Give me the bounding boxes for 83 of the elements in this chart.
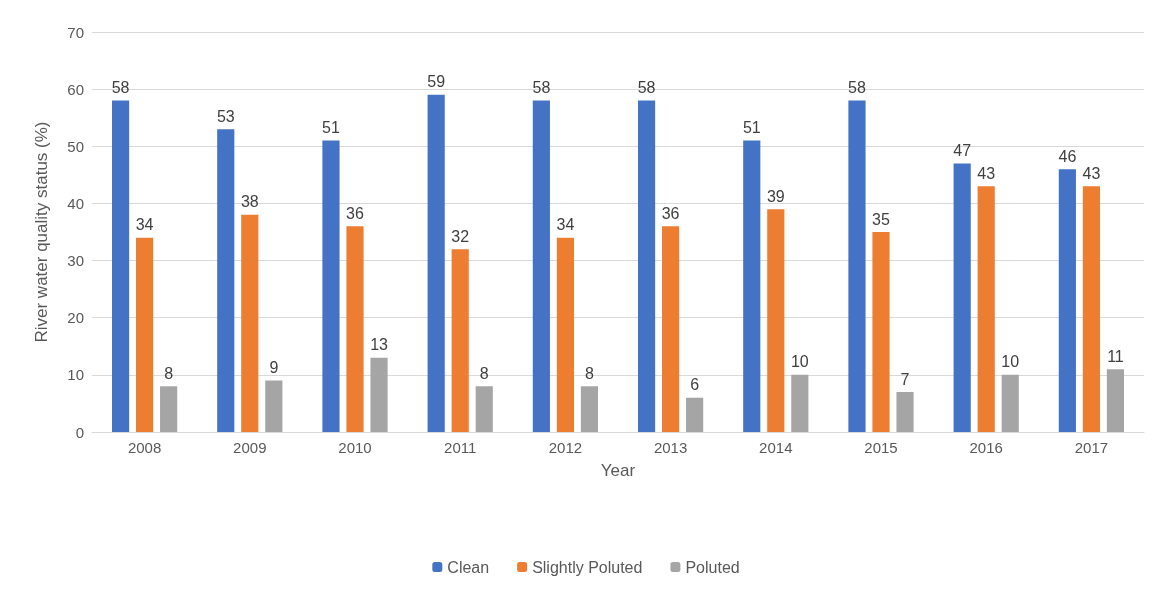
y-tick-label: 0 <box>75 423 84 441</box>
data-label: 13 <box>370 336 389 354</box>
x-tick-label: 2014 <box>759 439 793 456</box>
data-label: 36 <box>661 204 680 222</box>
bar <box>370 357 388 432</box>
x-tick-label: 2016 <box>969 439 1003 456</box>
legend-label: Poluted <box>685 558 740 576</box>
data-label: 11 <box>1107 347 1124 365</box>
bar <box>637 100 656 432</box>
x-axis-title: Year <box>600 461 636 480</box>
y-tick-label: 40 <box>67 194 84 212</box>
x-tick-label: 2015 <box>864 439 898 456</box>
data-label: 43 <box>1082 164 1101 182</box>
bar <box>896 392 914 432</box>
data-label: 58 <box>532 79 551 97</box>
bar <box>475 386 493 432</box>
data-label: 58 <box>637 79 656 97</box>
bar <box>427 94 445 432</box>
bar <box>556 237 574 432</box>
data-label: 43 <box>977 164 996 182</box>
bar <box>322 140 340 432</box>
bar <box>872 232 890 432</box>
bar <box>451 249 469 432</box>
x-tick-label: 2009 <box>233 439 267 456</box>
bar <box>1058 169 1076 432</box>
bar <box>217 129 235 432</box>
bar <box>580 386 599 432</box>
data-label: 39 <box>766 187 785 205</box>
data-label: 35 <box>872 210 890 228</box>
y-tick-label: 30 <box>67 252 84 270</box>
data-label: 32 <box>451 227 470 245</box>
data-label: 38 <box>240 193 259 211</box>
bar <box>241 214 259 432</box>
bar <box>532 100 550 432</box>
bar <box>1106 369 1125 432</box>
data-label: 36 <box>346 204 364 222</box>
data-label: 9 <box>269 359 279 377</box>
data-label: 58 <box>848 79 866 97</box>
bar <box>953 163 971 432</box>
data-label: 51 <box>322 119 340 137</box>
bar <box>136 237 154 432</box>
bar <box>767 209 785 432</box>
data-label: 8 <box>479 364 489 382</box>
y-tick-label: 10 <box>67 366 84 384</box>
bar <box>160 386 178 432</box>
bar <box>977 186 995 432</box>
x-tick-label: 2017 <box>1074 439 1109 456</box>
data-label: 8 <box>584 364 594 382</box>
data-label: 58 <box>111 79 130 97</box>
x-tick-label: 2010 <box>338 439 372 456</box>
x-tick-label: 2011 <box>444 439 477 456</box>
data-label: 34 <box>135 216 154 234</box>
legend-label: Clean <box>447 558 490 576</box>
data-label: 6 <box>690 376 700 394</box>
bar <box>1001 374 1019 432</box>
bar <box>791 374 809 432</box>
data-label: 7 <box>900 370 910 388</box>
data-label: 47 <box>953 141 972 159</box>
y-tick-label: 20 <box>67 309 84 327</box>
data-label: 59 <box>427 73 446 91</box>
bar <box>686 397 704 432</box>
bar <box>346 226 364 432</box>
bar <box>1082 186 1100 432</box>
x-tick-label: 2013 <box>653 439 688 456</box>
y-tick-label: 50 <box>67 137 84 155</box>
bar <box>848 100 866 432</box>
x-tick-label: 2012 <box>548 439 583 456</box>
data-label: 10 <box>790 353 809 371</box>
legend-label: Slightly Poluted <box>532 558 643 576</box>
bar <box>743 140 761 432</box>
data-label: 51 <box>742 119 761 137</box>
data-label: 8 <box>164 364 174 382</box>
data-label: 53 <box>216 107 235 125</box>
data-label: 10 <box>1001 353 1020 371</box>
data-label: 46 <box>1058 147 1077 165</box>
bar <box>111 100 130 432</box>
bar <box>265 380 283 432</box>
y-axis-title: River water quality status (%) <box>32 121 51 343</box>
x-tick-label: 2008 <box>127 439 162 456</box>
y-tick-label: 60 <box>67 80 84 98</box>
data-label: 34 <box>556 216 575 234</box>
y-tick-label: 70 <box>67 23 84 41</box>
bar <box>662 226 680 432</box>
